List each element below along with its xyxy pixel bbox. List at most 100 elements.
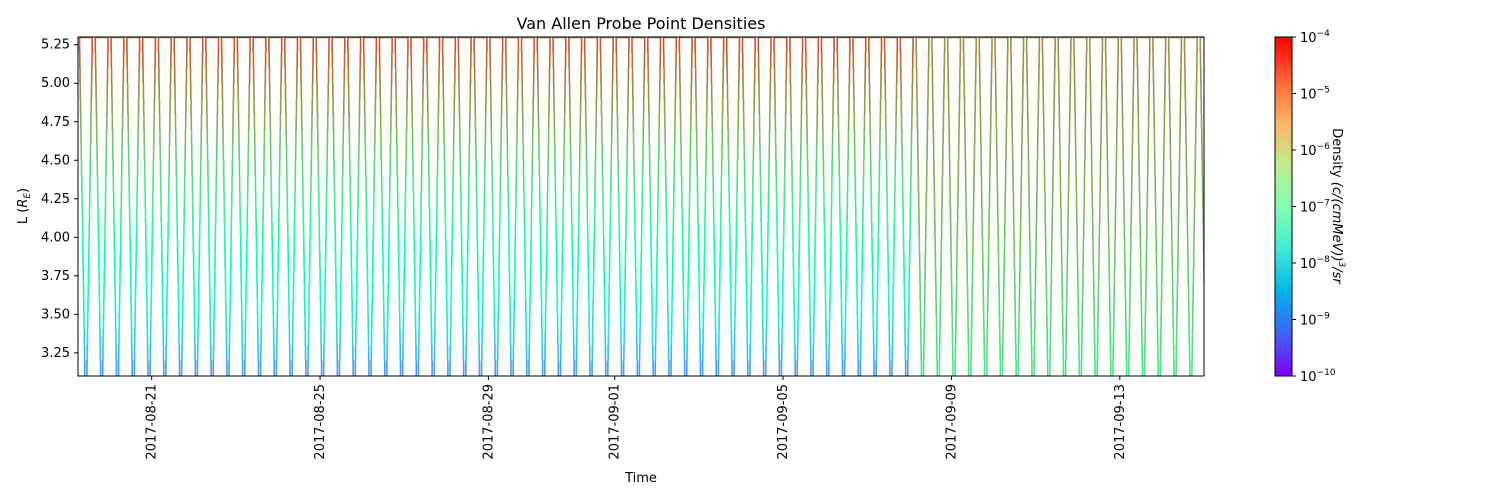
density-cell xyxy=(529,298,531,315)
density-cell xyxy=(1147,160,1149,176)
density-cell xyxy=(943,83,945,99)
density-cell xyxy=(1093,329,1096,346)
density-cell xyxy=(166,268,169,284)
density-cell xyxy=(911,98,913,115)
density-cell xyxy=(120,175,123,192)
density-cell xyxy=(389,144,392,161)
density-cell xyxy=(766,237,769,254)
density-cell xyxy=(372,206,375,223)
density-cell xyxy=(812,345,815,361)
density-cell xyxy=(390,83,393,99)
density-cell xyxy=(552,37,554,53)
density-cell xyxy=(413,252,416,269)
density-cell xyxy=(406,98,408,115)
density-cell xyxy=(615,52,618,69)
density-cell xyxy=(812,360,814,376)
density-cell xyxy=(971,298,973,315)
density-cell xyxy=(427,98,429,115)
density-cell xyxy=(916,129,919,146)
density-cell xyxy=(836,37,839,53)
density-cell xyxy=(900,98,903,115)
density-cell xyxy=(638,360,641,376)
density-cell xyxy=(405,129,408,146)
density-cell xyxy=(600,98,603,115)
density-cell xyxy=(586,191,588,207)
density-cell xyxy=(1041,37,1044,53)
density-cell xyxy=(820,37,823,53)
density-cell xyxy=(328,37,330,53)
density-cell xyxy=(1169,160,1172,176)
density-cell xyxy=(736,175,738,192)
density-cell xyxy=(564,52,567,69)
density-cell xyxy=(864,52,867,69)
density-cell xyxy=(861,252,863,269)
density-cell xyxy=(530,221,533,238)
density-cell xyxy=(153,98,156,115)
density-cell xyxy=(175,191,178,207)
density-cell xyxy=(722,52,725,69)
density-cell xyxy=(1208,268,1210,284)
density-cell xyxy=(713,221,715,238)
density-cell xyxy=(758,98,761,115)
density-cell xyxy=(216,129,218,146)
density-cell xyxy=(255,221,257,238)
density-cell xyxy=(434,314,436,331)
density-cell xyxy=(624,237,627,254)
density-cell xyxy=(509,298,511,315)
density-cell xyxy=(190,114,193,130)
density-cell xyxy=(239,206,241,223)
density-cell xyxy=(711,114,713,130)
density-cell xyxy=(754,52,756,69)
density-cell xyxy=(255,237,258,254)
density-cell xyxy=(924,237,927,254)
density-cell xyxy=(607,314,610,331)
density-cell xyxy=(445,268,448,284)
density-cell xyxy=(876,268,879,284)
density-cell xyxy=(137,144,139,161)
density-cell xyxy=(216,98,219,115)
density-cell xyxy=(698,298,701,315)
density-cell xyxy=(1137,129,1140,146)
density-cell xyxy=(199,206,201,223)
density-cell xyxy=(610,175,612,192)
density-cell xyxy=(1058,83,1060,99)
density-cell xyxy=(736,160,739,176)
density-cell xyxy=(513,314,515,331)
density-cell xyxy=(704,206,706,223)
density-cell xyxy=(1164,67,1166,84)
density-cell xyxy=(198,237,201,254)
density-cell xyxy=(971,252,974,269)
density-cell xyxy=(166,252,169,269)
density-cell xyxy=(705,129,708,146)
density-cell xyxy=(233,67,235,84)
density-cell xyxy=(466,268,469,284)
density-cell xyxy=(956,221,959,238)
density-cell xyxy=(516,98,519,115)
density-cell xyxy=(1138,160,1140,176)
density-cell xyxy=(893,206,896,223)
density-cell xyxy=(664,129,666,146)
density-cell xyxy=(569,129,572,146)
density-cell xyxy=(622,360,625,376)
density-cell xyxy=(173,37,176,53)
density-cell xyxy=(848,52,851,69)
density-cell xyxy=(351,329,354,346)
density-cell xyxy=(90,98,93,115)
density-cell xyxy=(295,83,298,99)
density-cell xyxy=(513,298,515,315)
density-cell xyxy=(185,67,188,84)
density-cell xyxy=(1177,237,1179,254)
density-cell xyxy=(749,314,752,331)
density-cell xyxy=(1011,129,1014,146)
density-cell xyxy=(498,268,500,284)
density-cell xyxy=(257,329,259,346)
density-cell xyxy=(278,160,281,176)
density-cell xyxy=(370,360,372,376)
density-cell xyxy=(110,37,112,53)
density-cell xyxy=(594,144,597,161)
density-cell xyxy=(1140,314,1143,331)
density-cell xyxy=(869,114,871,130)
density-cell xyxy=(812,329,815,346)
density-cell xyxy=(492,268,495,284)
density-cell xyxy=(165,345,167,361)
